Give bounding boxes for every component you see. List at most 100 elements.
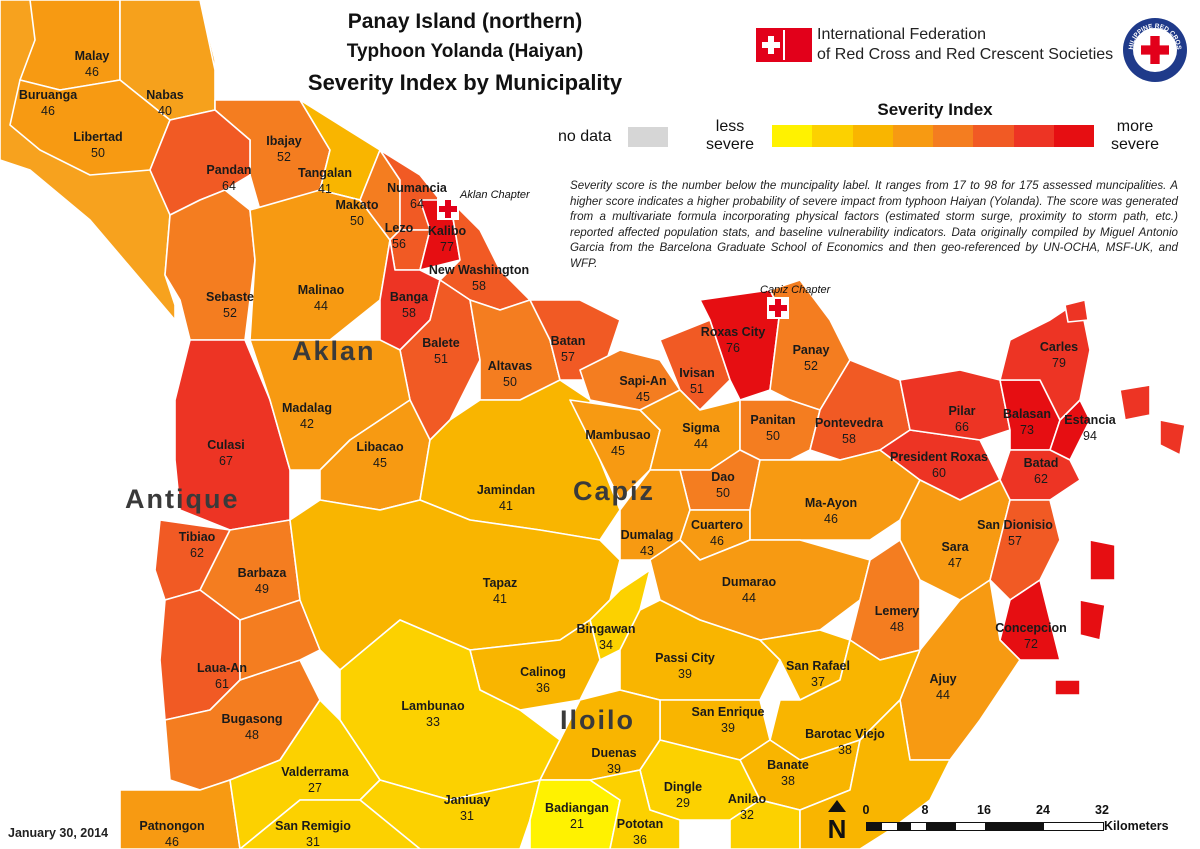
province-label-iloilo: Iloilo <box>560 705 635 735</box>
municipality-label: Passi City 39 <box>655 651 715 681</box>
municipality-label: Laua-An 61 <box>197 661 247 691</box>
island-carles-islet <box>1064 299 1089 323</box>
municipality-label: Makato 50 <box>335 198 379 228</box>
municipality-label: Ivisan 51 <box>679 366 715 396</box>
province-label-aklan: Aklan <box>292 336 376 366</box>
chapter-label-aklan: Aklan Chapter <box>460 189 530 201</box>
scale-tick: 24 <box>1036 803 1050 817</box>
map-date: January 30, 2014 <box>8 826 109 840</box>
island-ajuy-islet <box>1054 679 1081 696</box>
municipality-label: Lemery 48 <box>874 604 920 634</box>
map-title-line2: Typhoon Yolanda (Haiyan) <box>346 41 584 62</box>
municipality-label: Libertad 50 <box>73 130 123 160</box>
municipality-label: Barbaza 49 <box>237 566 287 596</box>
municipality-label: Concepcion 72 <box>995 621 1067 651</box>
red-cross-icon <box>758 30 783 60</box>
scale-tick: 32 <box>1095 803 1109 817</box>
legend-swatch <box>933 125 974 147</box>
municipality-label: Sara 47 <box>941 540 969 570</box>
municipality-label: Bingawan 34 <box>576 622 636 652</box>
municipality-label: San Remigio 31 <box>275 819 351 849</box>
red-crescent-icon <box>783 30 810 60</box>
region-antique-east <box>239 599 321 681</box>
municipality-label: Ajuy 44 <box>929 672 957 702</box>
province-label-capiz: Capiz <box>573 476 656 506</box>
municipality-label: Jamindan 41 <box>476 483 536 513</box>
municipality-label: Dumarao 44 <box>721 575 777 605</box>
municipality-label: Tapaz 41 <box>482 576 518 606</box>
scale-unit-label: Kilometers <box>1104 819 1169 833</box>
legend-color-scale <box>772 125 1094 147</box>
legend-swatch <box>1013 125 1054 147</box>
ifrc-emblem-icon <box>756 28 812 62</box>
municipality-label: Libacao 45 <box>356 440 404 470</box>
map-title-line3: Severity Index by Municipality <box>307 70 623 95</box>
map-description: Severity score is the number below the m… <box>570 179 1178 270</box>
municipality-label: Kalibo 77 <box>427 224 467 254</box>
legend-swatch <box>1053 125 1094 147</box>
island-pan-de-azucar <box>1089 539 1116 581</box>
municipality-label: Malinao 44 <box>297 283 345 313</box>
municipality-label: Tangalan 41 <box>298 166 352 196</box>
municipality-label: Sebaste 52 <box>206 290 254 320</box>
municipality-label: Banate 38 <box>767 758 809 788</box>
ifrc-name-line2: of Red Cross and Red Crescent Societies <box>817 46 1114 63</box>
municipality-label: Nabas 40 <box>146 88 184 118</box>
legend-swatch <box>973 125 1014 147</box>
municipality-label: Panitan 50 <box>750 413 796 443</box>
municipality-label: Valderrama 27 <box>281 765 349 795</box>
municipality-label: Pilar 66 <box>948 404 976 434</box>
municipality-label: New Washington 58 <box>428 263 530 293</box>
legend-title: Severity Index <box>877 100 993 119</box>
province-label-antique: Antique <box>125 484 240 514</box>
municipality-label: Barotac Viejo 38 <box>805 727 885 757</box>
municipality-label: Pandan 64 <box>206 163 252 193</box>
red-cross-icon <box>1141 36 1169 64</box>
municipality-label: Pototan 36 <box>616 817 664 847</box>
municipality-label: San Rafael 37 <box>786 659 850 689</box>
scale-tick: 0 <box>862 803 870 817</box>
municipality-label: Culasi 67 <box>207 438 245 468</box>
island-sicogon <box>1119 384 1151 421</box>
legend-more-label: more severe <box>1110 118 1160 153</box>
municipality-label: Dao 50 <box>711 470 735 500</box>
municipality-label: San Enrique 39 <box>691 705 765 735</box>
municipality-label: San Dionisio 57 <box>977 518 1053 548</box>
municipality-label: Numancia 64 <box>387 181 447 211</box>
legend-swatch <box>812 125 853 147</box>
municipality-label: Janiuay 31 <box>443 793 491 823</box>
municipality-label: Malay 46 <box>74 49 110 79</box>
region-carles <box>999 299 1091 421</box>
ifrc-name: International Federation of Red Cross an… <box>817 25 1113 65</box>
legend-swatch <box>772 125 813 147</box>
legend-no-data-swatch <box>628 127 668 147</box>
municipality-label: Badiangan 21 <box>545 801 609 831</box>
municipality-label: Pontevedra 58 <box>814 416 884 446</box>
municipality-label: Duenas 39 <box>591 746 637 776</box>
municipality-label: Mambusao 45 <box>585 428 651 458</box>
municipality-label: Batan 57 <box>550 334 586 364</box>
municipality-label: Bugasong 48 <box>221 712 283 742</box>
municipality-label: President Roxas 60 <box>890 450 988 480</box>
municipality-label: Calinog 36 <box>520 665 566 695</box>
municipality-label: Cuartero 46 <box>690 518 744 548</box>
municipality-label: Ibajay 52 <box>266 134 302 164</box>
municipality-label: Balasan 73 <box>1003 407 1051 437</box>
region-sebaste <box>164 189 256 341</box>
municipality-label: Ma-Ayon 46 <box>804 496 858 526</box>
legend-no-data-label: no data <box>558 128 612 145</box>
municipality-label: Dingle 29 <box>663 780 703 810</box>
region-ivisan <box>659 319 731 411</box>
municipality-label: Patnongon 46 <box>139 819 205 849</box>
municipality-label: Lezo 56 <box>384 221 414 251</box>
municipality-label: Batad 62 <box>1023 456 1059 486</box>
municipality-label: Panay 52 <box>792 343 830 373</box>
region-san-remigio <box>239 799 421 849</box>
municipality-label: Sapi-An 45 <box>619 374 667 404</box>
north-arrow-icon: N <box>822 800 852 844</box>
red-cross-icon <box>767 297 789 319</box>
